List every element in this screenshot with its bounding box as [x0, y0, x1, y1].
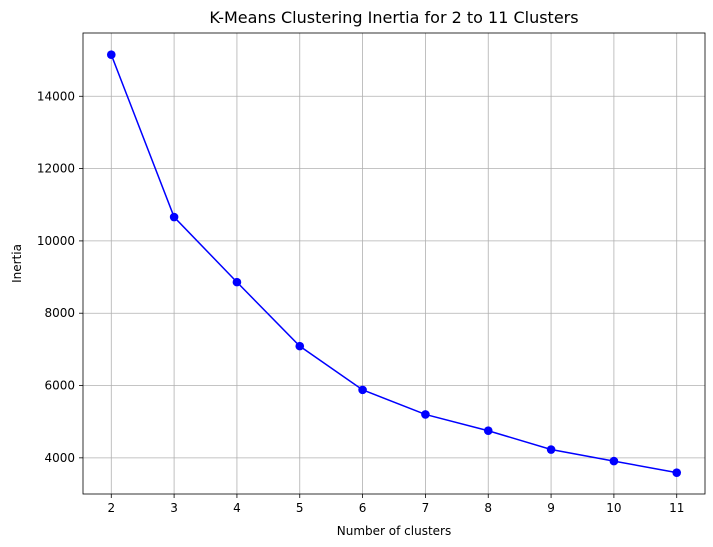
- x-tick-label: 5: [296, 501, 304, 515]
- x-tick-label: 6: [359, 501, 367, 515]
- series-line: [110, 54, 677, 474]
- y-tick-label: 6000: [44, 379, 75, 393]
- y-axis-label: Inertia: [10, 244, 24, 283]
- data-point: [483, 426, 493, 436]
- data-point: [295, 341, 305, 351]
- data-point: [609, 456, 619, 466]
- x-tick-label: 4: [233, 501, 241, 515]
- x-tick-label: 3: [170, 501, 178, 515]
- x-tick-label: 2: [107, 501, 115, 515]
- grid: [83, 33, 705, 494]
- plot-area: [82, 32, 706, 495]
- data-point: [421, 410, 430, 419]
- y-tick-label: 14000: [37, 89, 75, 103]
- x-axis-label: Number of clusters: [337, 524, 451, 538]
- data-point: [672, 468, 682, 477]
- x-tick-label: 9: [547, 501, 555, 515]
- data-point: [358, 385, 367, 395]
- chart-title: K-Means Clustering Inertia for 2 to 11 C…: [209, 8, 578, 27]
- data-point: [546, 445, 556, 454]
- y-tick-label: 8000: [44, 306, 75, 320]
- x-tick-label: 10: [606, 501, 621, 515]
- series: [106, 50, 682, 477]
- y-tick-label: 4000: [44, 451, 75, 465]
- x-tick-label: 8: [484, 501, 492, 515]
- data-point: [106, 50, 116, 59]
- y-tick-label: 10000: [37, 234, 75, 248]
- x-tick-label: 11: [669, 501, 684, 515]
- data-point: [232, 277, 242, 287]
- y-tick-label: 12000: [37, 162, 75, 176]
- axis-ticks: 2 3 4 5 6 7 8 9 10 11 4000 6000 8000 10000 12000 14000: [37, 89, 685, 515]
- data-point: [169, 212, 179, 222]
- x-tick-label: 7: [422, 501, 430, 515]
